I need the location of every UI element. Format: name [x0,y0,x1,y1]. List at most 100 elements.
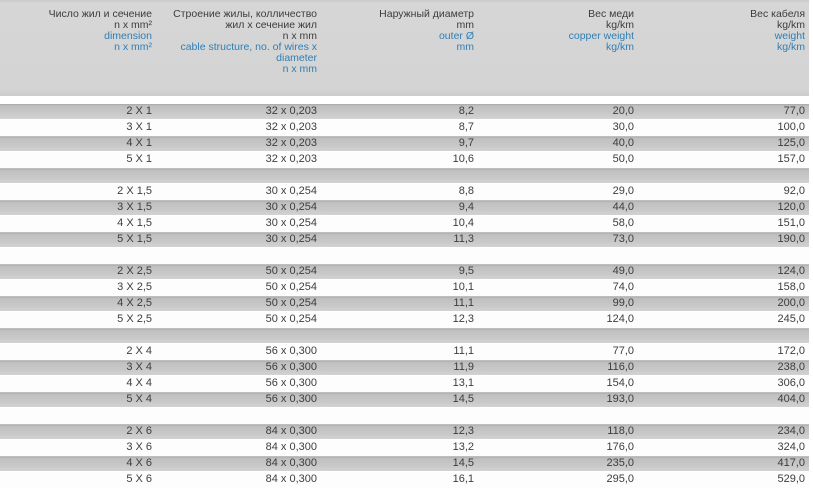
header-en-line: mm [456,41,475,53]
group-separator-row [0,407,809,424]
cell: 50 x 0,254 [160,295,325,312]
cell: 32 x 0,203 [160,104,325,120]
header-ru-line: n x mm [282,30,317,42]
cell: 190,0 [642,231,809,248]
cell: 3 X 2,5 [0,279,160,296]
cell: 10,6 [325,151,482,168]
cell: 30 x 0,254 [160,215,325,232]
header-ru-line: Вес меди [588,8,634,20]
table-row: 3 X 6 84 x 0,300 13,2 176,0 324,0 [0,439,809,456]
cell: 118,0 [482,423,642,440]
table-row: 2 X 1,5 30 x 0,254 8,8 29,0 92,0 [0,183,809,200]
header-ru-line: mm [456,19,475,31]
table-row: 3 X 2,5 50 x 0,254 10,1 74,0 158,0 [0,279,809,296]
cell: 77,0 [482,343,642,360]
table-row: 5 X 2,5 50 x 0,254 12,3 124,0 245,0 [0,311,809,328]
table-body: 2 X 1 32 x 0,203 8,2 20,0 77,0 3 X 1 32 x 0,20… [0,96,809,488]
cell: 4 X 2,5 [0,295,160,312]
cell: 100,0 [642,119,809,136]
cell: 77,0 [642,104,809,120]
cell: 10,4 [325,215,482,232]
cell: 172,0 [642,343,809,360]
cell: 158,0 [642,279,809,296]
cell: 14,5 [325,455,482,472]
cell: 529,0 [642,471,809,488]
cell: 14,5 [325,391,482,408]
cell: 151,0 [642,215,809,232]
header-en-line: kg/km [605,41,634,53]
cell: 8,2 [325,104,482,120]
cell: 245,0 [642,311,809,328]
cell: 30 x 0,254 [160,199,325,216]
cell: 8,8 [325,183,482,200]
cell: 50 x 0,254 [160,263,325,280]
cell: 2 X 1,5 [0,183,160,200]
cell: 32 x 0,203 [160,119,325,136]
cell: 5 X 4 [0,391,160,408]
cell: 49,0 [482,263,642,280]
cell: 324,0 [642,439,809,456]
cell: 193,0 [482,391,642,408]
header-ru-line: kg/km [605,19,634,31]
cell: 154,0 [482,375,642,392]
group-separator-row [0,327,809,344]
header-gap [0,96,809,104]
cell: 4 X 1 [0,135,160,152]
cell: 84 x 0,300 [160,455,325,472]
cell: 157,0 [642,151,809,168]
cell: 32 x 0,203 [160,151,325,168]
cell: 11,1 [325,343,482,360]
cell: 4 X 6 [0,455,160,472]
cell: 176,0 [482,439,642,456]
cell: 13,2 [325,439,482,456]
table-row: 5 X 6 84 x 0,300 16,1 295,0 529,0 [0,471,809,488]
header-en-line: n x mm [282,63,317,75]
cell: 124,0 [642,263,809,280]
cell: 11,3 [325,231,482,248]
cell: 20,0 [482,104,642,120]
table-row: 4 X 1 32 x 0,203 9,7 40,0 125,0 [0,135,809,152]
cell: 16,1 [325,471,482,488]
cell: 84 x 0,300 [160,471,325,488]
header-col-structure: Строение жилы, колличество жил x сечение … [160,0,325,96]
group-separator-row [0,247,809,264]
cell: 30 x 0,254 [160,231,325,248]
cell: 2 X 2,5 [0,263,160,280]
table-row: 4 X 4 56 x 0,300 13,1 154,0 306,0 [0,375,809,392]
table-row: 5 X 4 56 x 0,300 14,5 193,0 404,0 [0,391,809,408]
cell: 3 X 1,5 [0,199,160,216]
cell: 2 X 4 [0,343,160,360]
header-en-line: copper weight [568,30,634,42]
header-ru-line: kg/km [776,19,805,31]
header-en-line: cable structure, no. of wires x [180,41,317,53]
header-ru-line: Наружный диаметр [379,8,474,20]
header-en-line: outer Ø [438,30,474,42]
cell: 74,0 [482,279,642,296]
cell: 3 X 6 [0,439,160,456]
cell: 200,0 [642,295,809,312]
cell: 295,0 [482,471,642,488]
cell: 13,1 [325,375,482,392]
cell: 50 x 0,254 [160,311,325,328]
header-en-line: diameter [276,52,317,64]
table-row: 5 X 1 32 x 0,203 10,6 50,0 157,0 [0,151,809,168]
cell: 30 x 0,254 [160,183,325,200]
cell: 306,0 [642,375,809,392]
group-separator-row [0,167,809,184]
cell: 56 x 0,300 [160,343,325,360]
table-header: Число жил и сечение n x mm² dimension n x m… [0,0,809,96]
cell: 10,1 [325,279,482,296]
header-col-dimension: Число жил и сечение n x mm² dimension n x m… [0,0,160,96]
header-en-line: kg/km [776,41,805,53]
cell: 99,0 [482,295,642,312]
separator-cell [0,327,809,344]
table-row: 4 X 1,5 30 x 0,254 10,4 58,0 151,0 [0,215,809,232]
cell: 30,0 [482,119,642,136]
cell: 44,0 [482,199,642,216]
table-row: 3 X 1,5 30 x 0,254 9,4 44,0 120,0 [0,199,809,216]
cell: 12,3 [325,311,482,328]
header-ru-line: Строение жилы, колличество [173,8,317,20]
cell: 238,0 [642,359,809,376]
cell: 9,5 [325,263,482,280]
